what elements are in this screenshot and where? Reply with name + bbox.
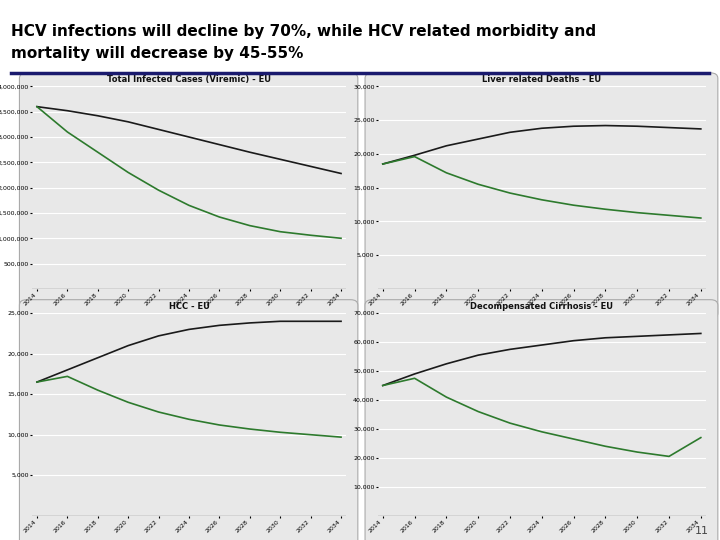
Text: 11: 11 — [696, 525, 709, 536]
Title: HCC - EU: HCC - EU — [168, 302, 210, 311]
Title: Liver related Deaths - EU: Liver related Deaths - EU — [482, 75, 601, 84]
Title: Total Infected Cases (Viremic) - EU: Total Infected Cases (Viremic) - EU — [107, 75, 271, 84]
Text: HCV infections will decline by 70%, while HCV related morbidity and: HCV infections will decline by 70%, whil… — [11, 24, 596, 39]
Text: mortality will decrease by 45-55%: mortality will decrease by 45-55% — [11, 46, 303, 61]
Title: Decompensated Cirrhosis - EU: Decompensated Cirrhosis - EU — [470, 302, 613, 311]
Legend: Base - 2014, Current - 2015: Base - 2014, Current - 2015 — [125, 361, 253, 371]
Legend: Base - 2014, Current - 2015: Base - 2014, Current - 2015 — [477, 361, 606, 371]
